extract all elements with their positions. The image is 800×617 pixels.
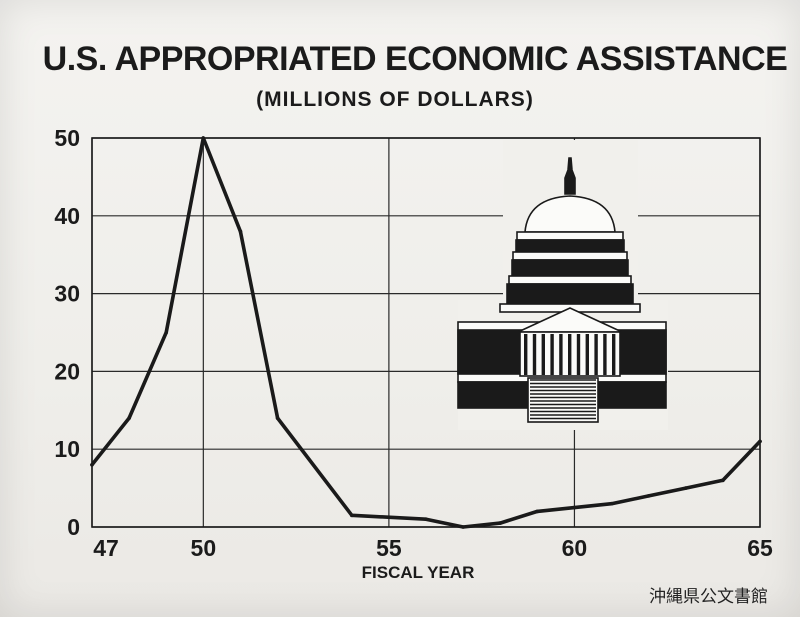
data-point bbox=[572, 505, 577, 510]
capitol-illustration bbox=[457, 140, 668, 430]
y-tick-label: 30 bbox=[54, 281, 80, 307]
y-tick-label: 40 bbox=[54, 203, 80, 229]
data-point bbox=[758, 439, 762, 444]
y-tick-label: 10 bbox=[54, 436, 80, 462]
x-tick-label: 55 bbox=[376, 535, 402, 561]
data-point bbox=[721, 478, 725, 483]
capitol-column bbox=[568, 334, 572, 375]
y-tick-label: 0 bbox=[67, 514, 80, 540]
x-tick-label: 50 bbox=[191, 535, 217, 561]
x-tick-labels: 47 50 55 60 65 bbox=[93, 535, 773, 561]
capitol-column bbox=[576, 334, 581, 375]
data-point bbox=[164, 330, 169, 335]
capitol-columns bbox=[524, 334, 616, 420]
x-tick-label: 65 bbox=[747, 535, 773, 561]
data-point bbox=[349, 513, 354, 518]
data-point bbox=[609, 501, 614, 506]
capitol-column bbox=[524, 334, 528, 375]
data-point bbox=[535, 509, 540, 514]
data-point bbox=[90, 462, 94, 467]
data-point bbox=[498, 521, 503, 525]
capitol-column bbox=[541, 334, 545, 375]
y-tick-label: 20 bbox=[54, 358, 80, 384]
y-tick-label: 50 bbox=[54, 125, 80, 151]
x-tick-label: 60 bbox=[562, 535, 588, 561]
data-point bbox=[238, 229, 243, 234]
plot-border bbox=[91, 137, 761, 528]
x-axis-label: FISCAL YEAR bbox=[362, 563, 475, 582]
capitol-column bbox=[532, 334, 537, 375]
data-point bbox=[461, 525, 465, 529]
archive-watermark: 沖縄県公文書館 bbox=[649, 587, 768, 607]
series bbox=[90, 136, 762, 529]
capitol-column bbox=[550, 334, 554, 375]
plot-frame bbox=[91, 137, 761, 528]
capitol-column bbox=[559, 334, 563, 375]
data-point bbox=[424, 517, 428, 522]
capitol-column bbox=[612, 334, 616, 375]
capitol-column bbox=[585, 334, 589, 375]
data-point bbox=[201, 136, 206, 140]
data-point bbox=[646, 494, 651, 498]
x-tick-label: 47 bbox=[93, 535, 119, 561]
chart-title: U.S. APPROPRIATED ECONOMIC ASSISTANCE bbox=[42, 40, 788, 78]
data-point bbox=[275, 416, 280, 420]
chart-subtitle: (MILLIONS OF DOLLARS) bbox=[256, 88, 534, 111]
y-tick-labels: 0 10 20 30 40 50 bbox=[54, 125, 80, 540]
capitol-column bbox=[603, 334, 607, 375]
data-point bbox=[683, 486, 688, 490]
data-point bbox=[127, 416, 131, 420]
capitol-column bbox=[594, 334, 598, 375]
